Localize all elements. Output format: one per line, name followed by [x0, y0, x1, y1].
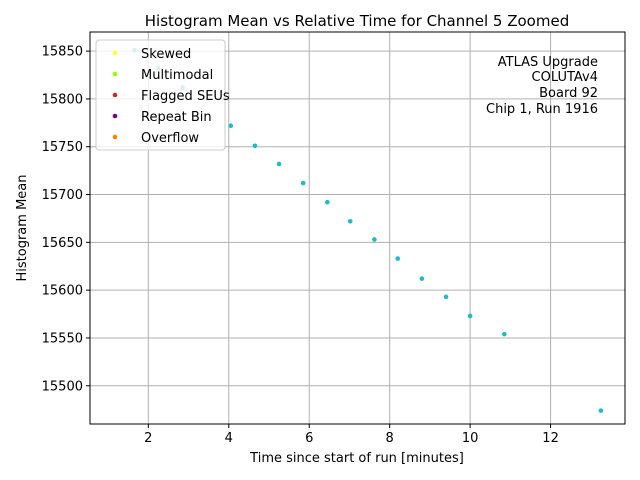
axis-ticks: 2 4 6 8 10 12 15500 15550 15600 15650 15700 15750 15…: [42, 45, 559, 446]
x-tick-label: 6: [305, 431, 313, 446]
annotation-line: COLUTAv4: [532, 70, 598, 85]
legend-box: [95, 39, 226, 151]
y-tick-label: 15550: [42, 331, 83, 346]
legend-label: Flagged SEUs: [141, 89, 230, 104]
legend-marker: [112, 71, 118, 77]
data-point: [598, 408, 604, 413]
x-tick-label: 10: [462, 431, 479, 446]
legend-label: Multimodal: [141, 68, 213, 83]
y-tick-label: 15700: [42, 188, 83, 203]
data-point: [443, 294, 449, 300]
y-tick-label: 15500: [42, 379, 83, 394]
annotation-line: Chip 1, Run 1916: [486, 102, 598, 117]
y-tick-label: 15650: [42, 236, 83, 251]
legend-label: Repeat Bin: [141, 110, 212, 125]
data-point: [467, 313, 473, 319]
legend-marker: [112, 134, 118, 140]
x-tick-label: 2: [144, 431, 152, 446]
y-tick-label: 15750: [42, 140, 83, 155]
x-axis-label: Time since start of run [minutes]: [249, 451, 464, 466]
legend-marker: [112, 50, 118, 56]
legend-label: Skewed: [141, 47, 191, 62]
y-tick-label: 15600: [42, 284, 83, 299]
data-point: [419, 276, 425, 281]
data-point: [276, 161, 282, 167]
data-point: [372, 237, 377, 242]
data-point: [395, 256, 401, 261]
y-tick-label: 15800: [42, 92, 83, 107]
y-axis-label: Histogram Mean: [15, 175, 30, 282]
x-tick-label: 8: [386, 431, 394, 446]
data-point: [228, 123, 234, 128]
annotation-line: ATLAS Upgrade: [498, 55, 598, 70]
x-tick-label: 12: [542, 431, 559, 446]
annotation-line: Board 92: [539, 86, 598, 101]
y-tick-label: 15850: [42, 45, 83, 60]
data-point: [252, 143, 258, 149]
data-point: [325, 199, 330, 205]
annotation: ATLAS Upgrade COLUTAv4 Board 92 Chip 1, …: [486, 55, 598, 117]
grid: [90, 32, 625, 424]
chart-title: Histogram Mean vs Relative Time for Chan…: [145, 12, 569, 30]
data-point: [347, 219, 353, 224]
legend-marker: [112, 113, 118, 119]
legend-label: Overflow: [141, 131, 199, 146]
legend: Skewed Multimodal Flagged SEUs Repeat Bin Ov…: [95, 39, 230, 151]
plot-frame: [89, 31, 626, 425]
data-point: [502, 331, 507, 337]
legend-marker: [112, 92, 118, 98]
x-tick-label: 4: [225, 431, 233, 446]
data-point: [300, 180, 306, 186]
